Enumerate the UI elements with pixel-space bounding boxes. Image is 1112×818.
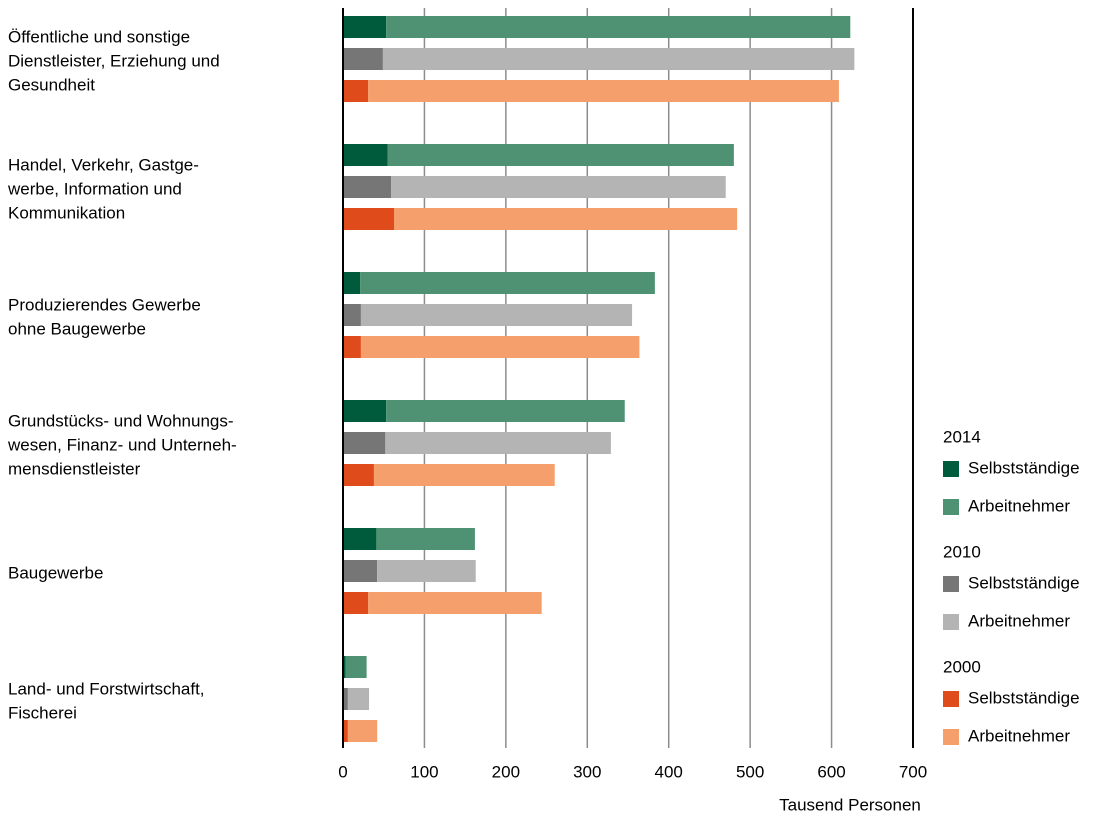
category-label: Kommunikation — [8, 203, 125, 222]
bar-segment — [343, 688, 348, 710]
bar-segment — [343, 16, 387, 38]
bar-segment — [343, 400, 387, 422]
bar-segment — [343, 464, 374, 486]
bar-segment — [391, 176, 726, 198]
bar-segment — [343, 144, 388, 166]
x-tick-label: 700 — [899, 762, 927, 781]
bar-segment — [343, 656, 346, 678]
legend-swatch — [943, 614, 959, 630]
bar-segment — [385, 432, 611, 454]
bar-segment — [373, 464, 555, 486]
legend-label: Selbstständige — [968, 573, 1080, 592]
bar-segment — [343, 432, 386, 454]
x-tick-label: 300 — [573, 762, 601, 781]
category-label: Fischerei — [8, 703, 77, 722]
category-label: Dienstleister, Erziehung und — [8, 51, 220, 70]
x-axis-label: Tausend Personen — [779, 795, 921, 814]
bar-segment — [343, 176, 392, 198]
bar-segment — [343, 528, 377, 550]
bar-segment — [368, 80, 839, 102]
x-tick-label: 0 — [338, 762, 347, 781]
legend-label: Arbeitnehmer — [968, 611, 1070, 630]
bar-segment — [343, 80, 369, 102]
x-tick-label: 100 — [410, 762, 438, 781]
bar-segment — [343, 720, 348, 742]
bar-segment — [343, 48, 383, 70]
x-tick-label: 600 — [817, 762, 845, 781]
x-tick-label: 500 — [736, 762, 764, 781]
legend-group-title: 2000 — [943, 657, 981, 676]
legend-label: Selbstständige — [968, 458, 1080, 477]
bar-segment — [343, 336, 361, 358]
legend-swatch — [943, 576, 959, 592]
bar-segment — [343, 272, 361, 294]
bar-segment — [386, 400, 625, 422]
category-label: Öffentliche und sonstige — [8, 27, 190, 46]
bar-segment — [368, 592, 542, 614]
bar-segment — [360, 336, 640, 358]
bar-segment — [386, 16, 851, 38]
category-label: Gesundheit — [8, 75, 95, 94]
category-label: werbe, Information und — [7, 179, 182, 198]
category-label: ohne Baugewerbe — [8, 319, 146, 338]
bar-segment — [343, 208, 395, 230]
bar-segment — [382, 48, 855, 70]
bar-segment — [345, 656, 367, 678]
bar-segment — [377, 560, 476, 582]
legend-label: Arbeitnehmer — [968, 726, 1070, 745]
category-label: Produzierendes Gewerbe — [8, 295, 201, 314]
x-tick-label: 200 — [492, 762, 520, 781]
bar-segment — [360, 304, 633, 326]
legend-label: Selbstständige — [968, 688, 1080, 707]
bar-segment — [376, 528, 475, 550]
bar-segment — [343, 592, 369, 614]
category-label: mensdienstleister — [8, 459, 141, 478]
category-label: Grundstücks- und Wohnungs- — [8, 411, 234, 430]
x-tick-label: 400 — [655, 762, 683, 781]
legend-group-title: 2014 — [943, 427, 981, 446]
category-label: Land- und Forstwirtschaft, — [8, 679, 205, 698]
bar-segment — [343, 304, 361, 326]
bar-segment — [347, 720, 378, 742]
category-label: Handel, Verkehr, Gastge- — [8, 155, 199, 174]
bar-segment — [394, 208, 738, 230]
bar-segment — [343, 560, 378, 582]
bar-segment — [360, 272, 655, 294]
legend-group-title: 2010 — [943, 542, 981, 561]
category-label: wesen, Finanz- und Unterneh- — [7, 435, 237, 454]
legend-swatch — [943, 729, 959, 745]
legend-label: Arbeitnehmer — [968, 496, 1070, 515]
legend-swatch — [943, 691, 959, 707]
legend-swatch — [943, 461, 959, 477]
bar-segment — [387, 144, 734, 166]
bar-segment — [347, 688, 370, 710]
category-label: Baugewerbe — [8, 563, 103, 582]
legend-swatch — [943, 499, 959, 515]
